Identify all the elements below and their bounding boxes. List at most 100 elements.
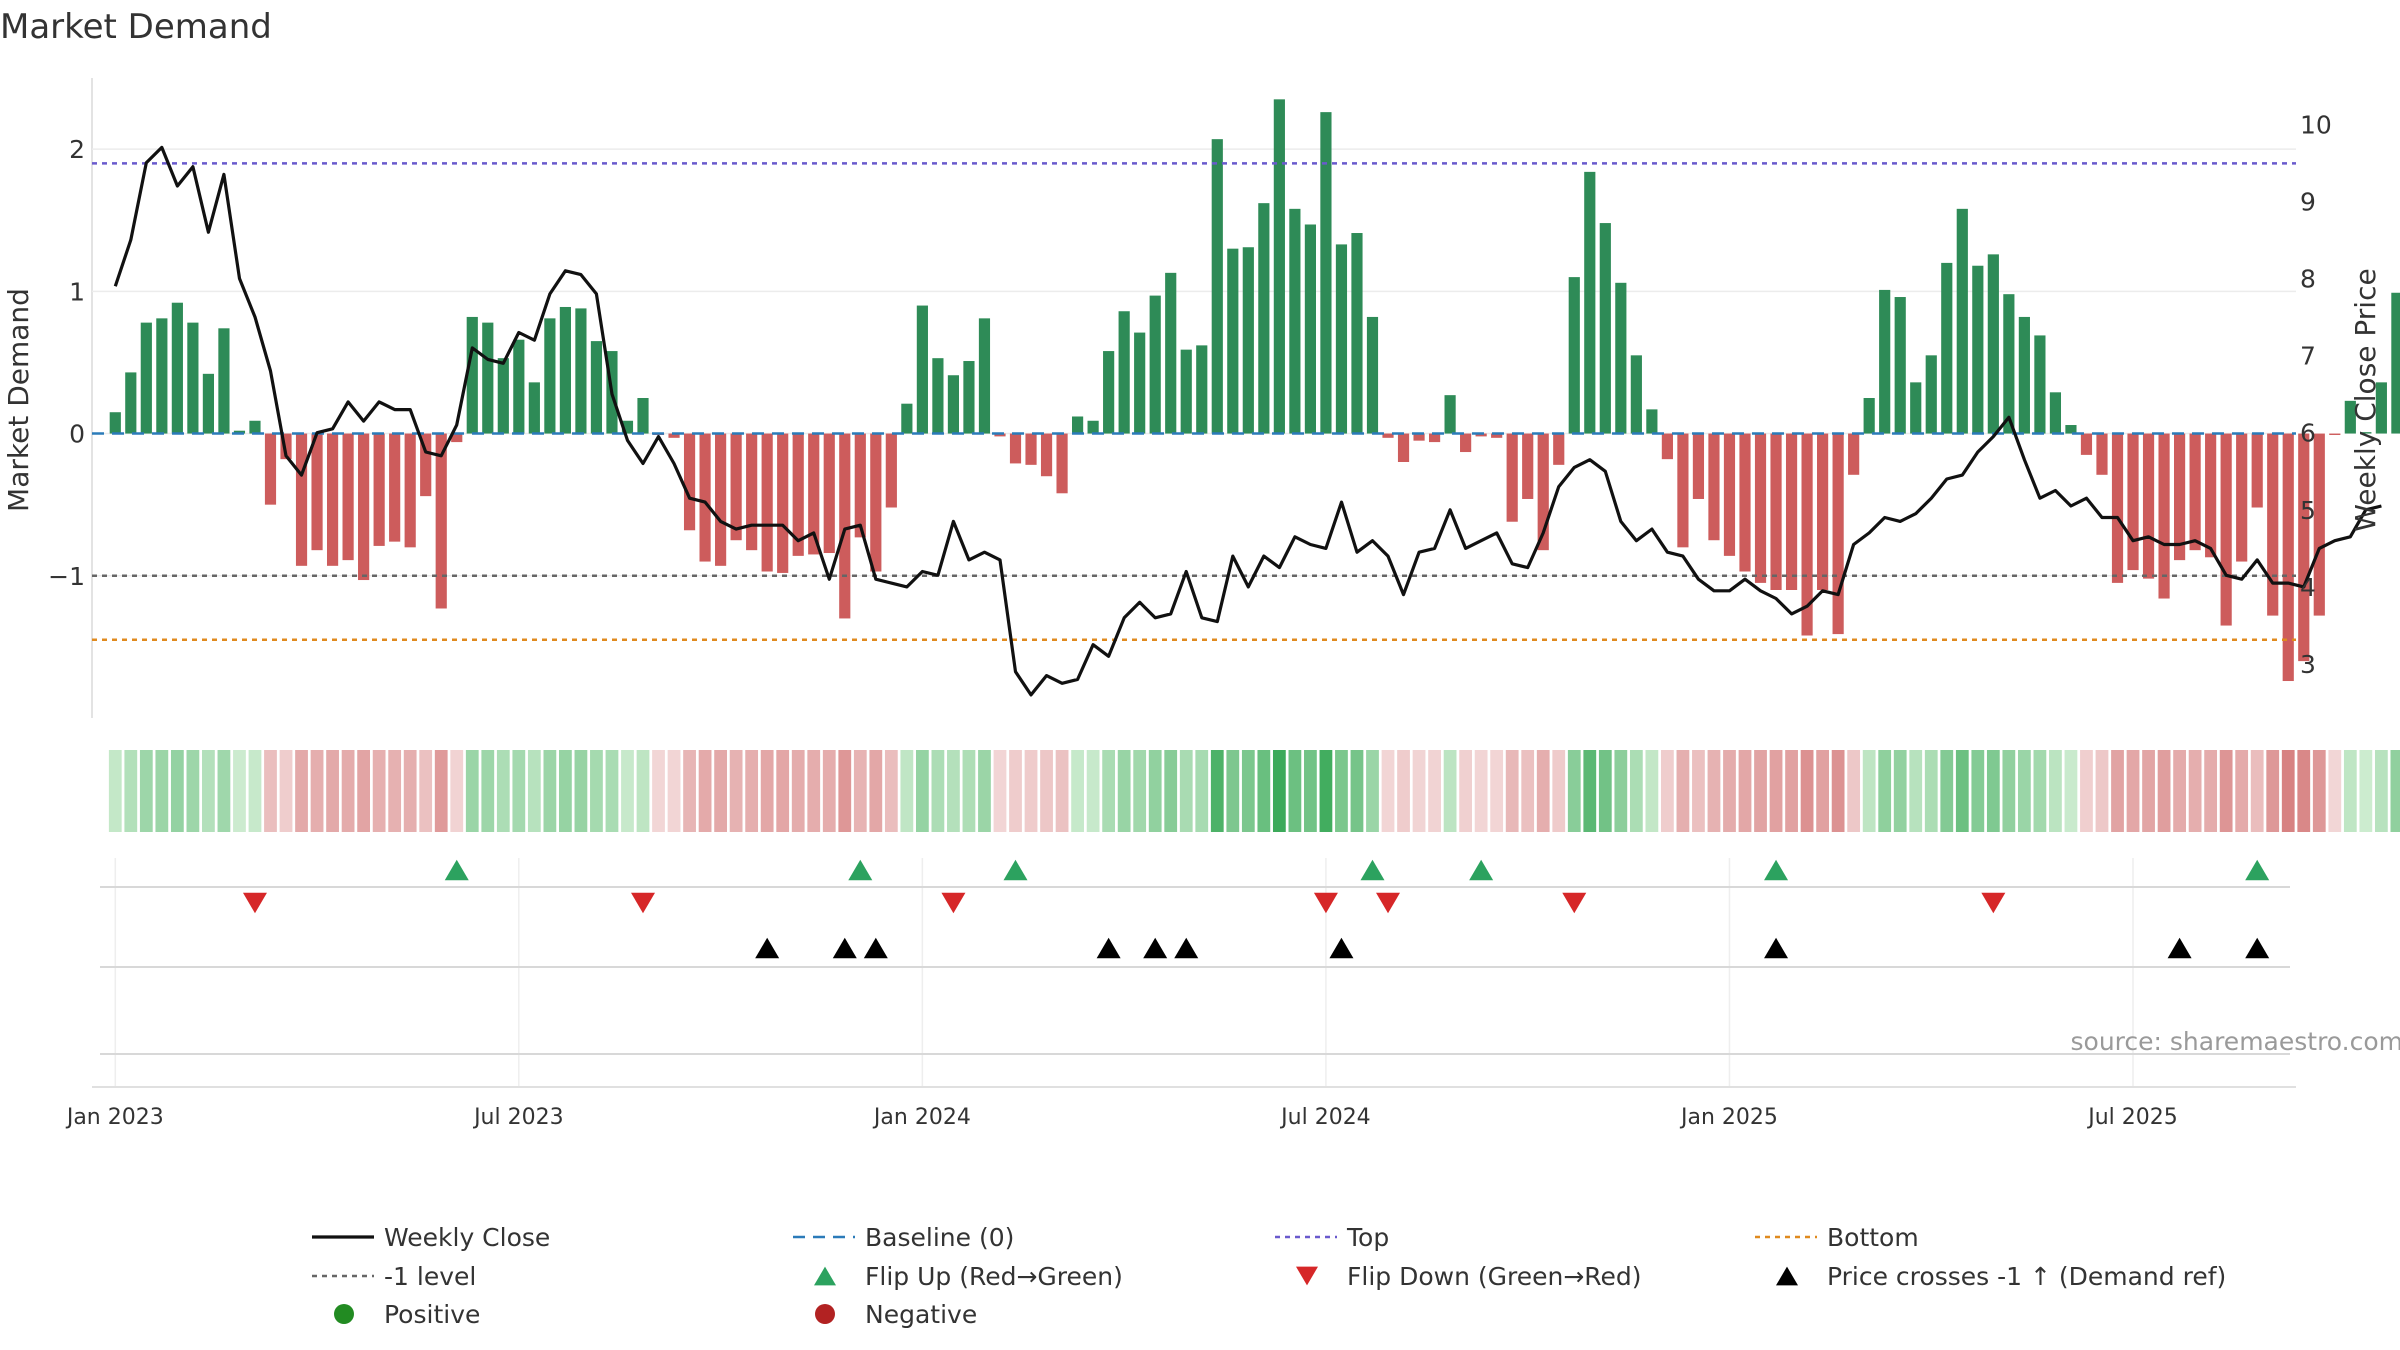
- heat-cell: [543, 750, 557, 832]
- heat-cell: [1117, 750, 1131, 832]
- demand-bar: [637, 398, 649, 434]
- demand-bar: [171, 302, 183, 434]
- demand-bars: [109, 99, 2400, 682]
- demand-bar: [513, 339, 525, 434]
- legend-item: Bottom: [1755, 1223, 1919, 1252]
- heat-cell: [1381, 750, 1395, 832]
- heat-cell: [1692, 750, 1705, 832]
- heat-cell: [465, 750, 479, 832]
- flip-down-marker: [941, 892, 966, 914]
- demand-bar: [1180, 349, 1192, 434]
- right-tick-label: 3: [2300, 650, 2316, 679]
- heat-cell: [1536, 750, 1550, 832]
- legend-label: -1 level: [384, 1262, 476, 1291]
- demand-bar: [2049, 392, 2062, 434]
- time-axis-ticks: Jan 2023 Jul 2023 Jan 2024 Jul 2024 Jan 2025…: [65, 1105, 2178, 1130]
- heat-cell: [388, 750, 402, 832]
- demand-bar: [1801, 433, 1813, 636]
- heat-cell: [310, 750, 324, 832]
- demand-bar: [2096, 433, 2108, 475]
- heat-cell: [1800, 750, 1814, 832]
- source-credit: source: sharemaestro.com: [2071, 1027, 2400, 1056]
- heat-cell: [2033, 750, 2047, 832]
- heat-cell: [2235, 750, 2249, 832]
- demand-heat-strip: [108, 750, 2400, 832]
- heat-cell: [1040, 750, 1053, 832]
- demand-bar: [1397, 433, 1410, 462]
- price-cross-marker: [863, 937, 888, 959]
- demand-bar: [1537, 433, 1549, 551]
- legend: Weekly Close Baseline (0) Top Bottom -1 leve…: [312, 1223, 2226, 1329]
- heat-cell: [139, 750, 153, 832]
- heat-cell: [1971, 750, 1985, 832]
- main-panel: −1 0 1 2 3 4 5 6 7 8 9 10 Market Demand Weekly Clo…: [2, 78, 2400, 718]
- heat-cell: [1009, 750, 1022, 832]
- demand-bar: [885, 433, 897, 508]
- heat-cell: [1397, 750, 1410, 832]
- heat-cell: [1661, 750, 1674, 832]
- demand-bar: [435, 433, 447, 609]
- demand-bar: [109, 412, 121, 434]
- demand-bar: [808, 433, 820, 555]
- demand-bar: [1708, 433, 1720, 541]
- heat-cell: [326, 750, 339, 832]
- demand-bar: [342, 433, 354, 561]
- demand-bar: [1165, 272, 1177, 434]
- flip-up-marker: [1764, 859, 1789, 881]
- left-axis-label: Market Demand: [2, 288, 35, 512]
- price-cross-marker: [1329, 937, 1354, 959]
- right-tick-label: 10: [2300, 110, 2332, 139]
- demand-bar: [1817, 433, 1829, 590]
- legend-item: Price crosses -1 ↑ (Demand ref): [1776, 1262, 2226, 1291]
- heat-cell: [714, 750, 727, 832]
- legend-item: Top: [1275, 1223, 1389, 1252]
- demand-bar: [1382, 433, 1394, 438]
- price-cross-marker: [2167, 937, 2192, 959]
- price-cross-marker: [755, 937, 780, 959]
- demand-bar: [1692, 433, 1705, 499]
- heat-cell: [947, 750, 960, 832]
- demand-bar: [777, 433, 789, 573]
- heat-cell: [124, 750, 138, 832]
- legend-label: Price crosses -1 ↑ (Demand ref): [1827, 1262, 2226, 1291]
- legend-item: Positive: [334, 1300, 480, 1329]
- flip-up-marker: [1003, 859, 1028, 881]
- flip-up-marker: [1360, 859, 1385, 881]
- time-tick-label: Jan 2025: [1679, 1105, 1778, 1130]
- demand-bar: [1615, 282, 1627, 434]
- heat-cell: [652, 750, 665, 832]
- heat-cell: [496, 750, 510, 832]
- heat-cell: [698, 750, 712, 832]
- demand-bar: [218, 328, 230, 434]
- right-tick-label: 9: [2300, 187, 2316, 216]
- heat-cell: [1614, 750, 1628, 832]
- demand-bar: [1956, 208, 1968, 434]
- heat-cell: [807, 750, 821, 832]
- heat-cell: [450, 750, 464, 832]
- demand-bar: [1444, 395, 1456, 434]
- flip-down-marker: [631, 892, 655, 914]
- heat-cell: [574, 750, 588, 832]
- reference-lines: [92, 162, 2296, 642]
- demand-bar: [295, 433, 308, 566]
- legend-label: Weekly Close: [384, 1223, 550, 1252]
- heat-cell: [1071, 750, 1084, 832]
- demand-bar: [389, 433, 401, 542]
- heat-cell: [1024, 750, 1038, 832]
- demand-bar: [839, 433, 851, 619]
- demand-bar: [683, 433, 696, 531]
- heat-cell: [2266, 750, 2280, 832]
- demand-bar: [466, 316, 478, 434]
- demand-bar: [2236, 433, 2248, 562]
- heat-cell: [1210, 750, 1224, 832]
- demand-bar: [125, 372, 137, 434]
- heat-cell: [155, 750, 169, 832]
- time-tick-label: Jan 2023: [65, 1105, 164, 1130]
- heat-cell: [170, 750, 184, 832]
- heat-cell: [2204, 750, 2218, 832]
- heat-cell: [1272, 750, 1286, 832]
- demand-bar: [187, 322, 199, 434]
- heat-cell: [2343, 750, 2357, 832]
- heat-cell: [1707, 750, 1721, 832]
- demand-bar: [1770, 433, 1782, 590]
